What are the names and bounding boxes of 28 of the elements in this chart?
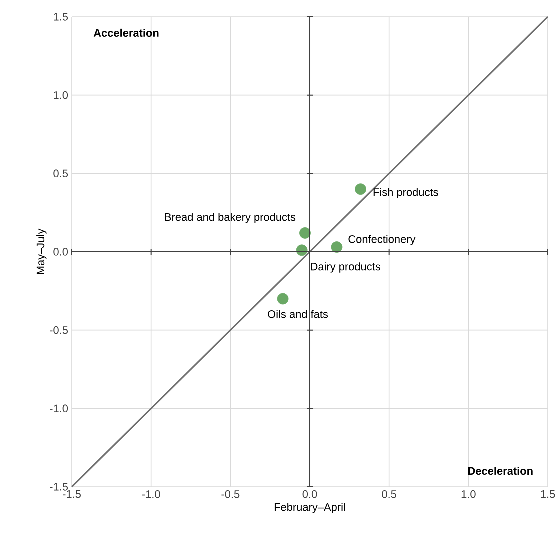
y-axis-title: May–July — [36, 228, 47, 274]
y-tick-label: 1.5 — [54, 13, 68, 21]
x-axis-title: February–April — [274, 503, 346, 514]
annotation: Deceleration — [468, 467, 533, 476]
x-tick-label: -1.5 — [63, 490, 81, 498]
y-tick-label: 1.0 — [54, 91, 68, 100]
point — [331, 242, 343, 253]
x-tick-label: -1.0 — [142, 490, 160, 498]
point — [296, 244, 308, 256]
annotation: Confectionery — [348, 235, 416, 246]
x-tick-label: 1.0 — [462, 490, 476, 498]
y-tick-label: -0.5 — [50, 326, 68, 334]
annotation: Acceleration — [94, 28, 159, 37]
annotation: Oils and fats — [268, 310, 328, 318]
annotation: Fish products — [374, 188, 438, 198]
y-tick-label: 0.5 — [54, 170, 68, 178]
x-tick-label: 0.5 — [382, 490, 396, 498]
x-tick-label: -0.5 — [222, 490, 240, 498]
point — [300, 227, 311, 239]
annotation: Dairy products — [311, 262, 380, 273]
annotation: Bread and bakery products — [165, 213, 296, 224]
y-tick-label: -1.0 — [50, 404, 68, 413]
x-tick-label: 0.0 — [302, 490, 318, 498]
x-tick-label: 1.5 — [541, 490, 556, 498]
y-tick-label: 0.0 — [54, 248, 68, 256]
point — [277, 293, 289, 305]
point — [355, 184, 366, 196]
y-tick-label: -1.5 — [50, 483, 68, 491]
